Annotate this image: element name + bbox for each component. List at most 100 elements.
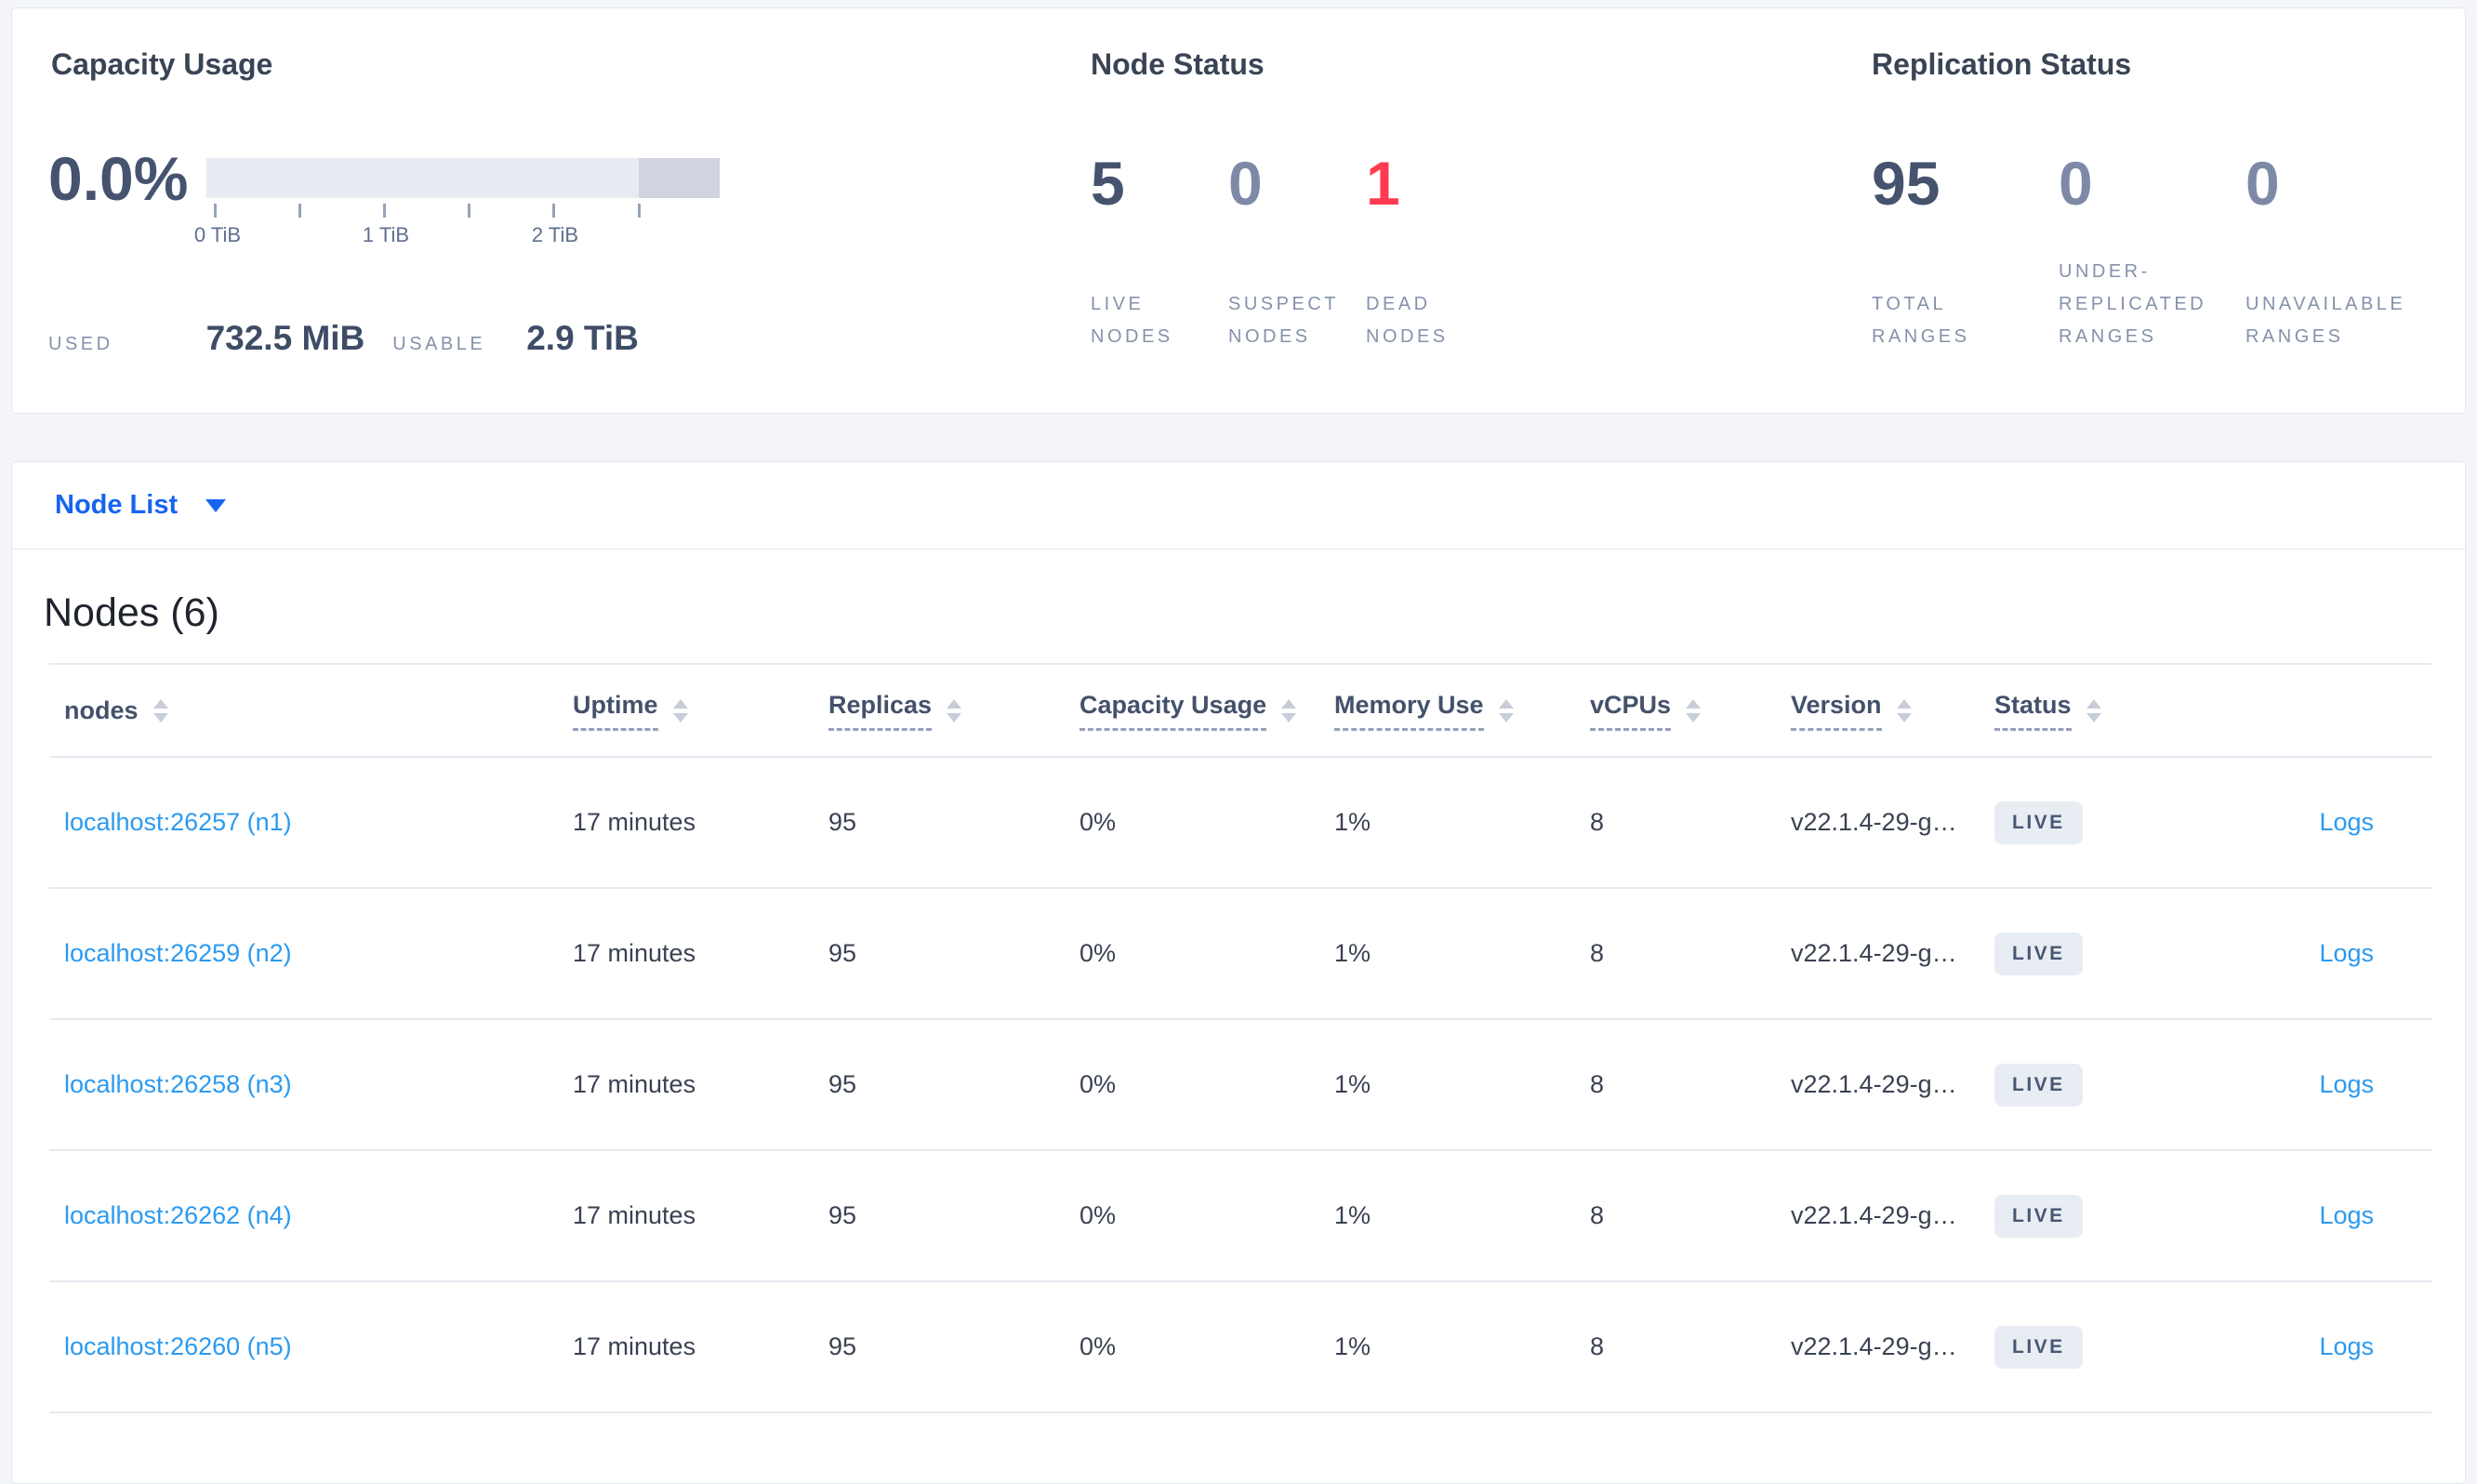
dead-nodes-label: DEAD NODES <box>1366 294 1449 347</box>
under-replicated-ranges-value: 0 <box>2059 149 2093 218</box>
suspect-nodes-stat: 0 SUSPECT NODES <box>1228 149 1366 353</box>
axis-tick <box>383 204 386 218</box>
table-header-row: nodes Uptime Replicas Capacity Usage Mem… <box>49 663 2431 758</box>
version-cell: v22.1.4-29-g… <box>1791 1281 1994 1413</box>
memory-use-cell: 1% <box>1334 757 1590 889</box>
sort-icon <box>1686 698 1702 722</box>
capacity-usage-bar: 0 TiB 1 TiB 2 TiB <box>194 158 720 260</box>
usable-label: USABLE <box>392 334 486 354</box>
memory-use-cell: 1% <box>1334 888 1590 1020</box>
live-nodes-label: LIVE NODES <box>1091 294 1173 347</box>
capacity-usage-cell: 0% <box>1080 757 1334 889</box>
capacity-usage-cell: 0% <box>1080 888 1334 1020</box>
column-header-nodes[interactable]: nodes <box>49 663 573 758</box>
replication-stats: 95 TOTAL RANGES 0 UNDER-REPLICATED RANGE… <box>1872 149 2432 353</box>
table-row: localhost:26258 (n3) 17 minutes 95 0% 1%… <box>49 1019 2431 1151</box>
version-cell: v22.1.4-29-g… <box>1791 757 1994 889</box>
status-badge: LIVE <box>1994 932 2083 975</box>
node-link[interactable]: localhost:26260 (n5) <box>64 1332 292 1360</box>
capacity-percent-value: 0.0% <box>48 144 189 213</box>
table-row: localhost:26262 (n4) 17 minutes 95 0% 1%… <box>49 1150 2431 1282</box>
column-header-status[interactable]: Status <box>1994 663 2236 758</box>
sort-icon <box>1498 698 1514 722</box>
column-header-uptime[interactable]: Uptime <box>573 663 828 758</box>
node-list-bar: Node List <box>12 462 2465 550</box>
vcpus-cell: 8 <box>1590 888 1791 1020</box>
node-link[interactable]: localhost:26258 (n3) <box>64 1070 292 1098</box>
capacity-stats-row: USED 732.5 MiB USABLE 2.9 TiB <box>48 319 639 358</box>
version-cell: v22.1.4-29-g… <box>1791 1150 1994 1282</box>
capacity-usage-section: Capacity Usage 0.0% 0 TiB 1 TiB 2 TiB US… <box>12 8 1072 413</box>
node-list-card: Node List Nodes (6) nodes Uptime Repli <box>11 461 2466 1484</box>
replicas-cell: 95 <box>828 1150 1080 1282</box>
live-nodes-value: 5 <box>1091 149 1125 218</box>
sort-icon <box>672 698 688 722</box>
total-ranges-label: TOTAL RANGES <box>1872 294 1970 347</box>
replicas-cell: 95 <box>828 888 1080 1020</box>
capacity-usage-title: Capacity Usage <box>51 47 273 81</box>
memory-use-cell: 1% <box>1334 1019 1590 1151</box>
under-replicated-ranges-stat: 0 UNDER-REPLICATED RANGES <box>2059 149 2245 353</box>
table-row: localhost:26257 (n1) 17 minutes 95 0% 1%… <box>49 757 2431 889</box>
node-link[interactable]: localhost:26262 (n4) <box>64 1201 292 1229</box>
axis-tick <box>638 204 641 218</box>
node-list-dropdown-label: Node List <box>55 490 179 520</box>
cluster-summary-card: Capacity Usage 0.0% 0 TiB 1 TiB 2 TiB US… <box>11 7 2466 414</box>
table-row: localhost:26259 (n2) 17 minutes 95 0% 1%… <box>49 888 2431 1020</box>
node-link[interactable]: localhost:26259 (n2) <box>64 939 292 967</box>
column-header-replicas[interactable]: Replicas <box>828 663 1080 758</box>
uptime-cell: 17 minutes <box>573 757 828 889</box>
sort-icon <box>1896 698 1912 722</box>
logs-link[interactable]: Logs <box>2319 1201 2374 1229</box>
used-label: USED <box>48 334 113 354</box>
unavailable-ranges-value: 0 <box>2245 149 2280 218</box>
node-status-section: Node Status 5 LIVE NODES 0 SUSPECT NODES… <box>1091 8 1853 413</box>
total-ranges-stat: 95 TOTAL RANGES <box>1872 152 2059 353</box>
node-status-stats: 5 LIVE NODES 0 SUSPECT NODES 1 DEAD NODE… <box>1091 149 1503 353</box>
axis-tick <box>552 204 555 218</box>
logs-link[interactable]: Logs <box>2319 808 2374 836</box>
status-badge: LIVE <box>1994 1194 2083 1238</box>
sort-icon <box>152 698 168 722</box>
capacity-bar-track <box>206 158 720 198</box>
status-badge: LIVE <box>1994 1063 2083 1106</box>
version-cell: v22.1.4-29-g… <box>1791 888 1994 1020</box>
unavailable-ranges-label: UNAVAILABLE RANGES <box>2245 294 2406 347</box>
column-header-capacity-usage[interactable]: Capacity Usage <box>1080 663 1334 758</box>
axis-tick-label: 1 TiB <box>362 223 410 246</box>
uptime-cell: 17 minutes <box>573 888 828 1020</box>
replicas-cell: 95 <box>828 1281 1080 1413</box>
memory-use-cell: 1% <box>1334 1150 1590 1282</box>
uptime-cell: 17 minutes <box>573 1019 828 1151</box>
chevron-down-icon <box>205 498 227 512</box>
status-badge: LIVE <box>1994 801 2083 844</box>
live-nodes-stat: 5 LIVE NODES <box>1091 149 1228 353</box>
suspect-nodes-value: 0 <box>1228 149 1263 218</box>
replicas-cell: 95 <box>828 1019 1080 1151</box>
node-list-dropdown[interactable]: Node List <box>55 490 227 521</box>
vcpus-cell: 8 <box>1590 1281 1791 1413</box>
dead-nodes-stat: 1 DEAD NODES <box>1366 152 1503 353</box>
nodes-table: nodes Uptime Replicas Capacity Usage Mem… <box>49 663 2431 1413</box>
column-header-version[interactable]: Version <box>1791 663 1994 758</box>
capacity-usage-cell: 0% <box>1080 1019 1334 1151</box>
logs-link[interactable]: Logs <box>2319 1070 2374 1098</box>
logs-link[interactable]: Logs <box>2319 939 2374 967</box>
status-badge: LIVE <box>1994 1325 2083 1369</box>
capacity-usage-cell: 0% <box>1080 1281 1334 1413</box>
memory-use-cell: 1% <box>1334 1281 1590 1413</box>
vcpus-cell: 8 <box>1590 1019 1791 1151</box>
axis-tick-label: 2 TiB <box>531 223 579 246</box>
column-header-vcpus[interactable]: vCPUs <box>1590 663 1791 758</box>
uptime-cell: 17 minutes <box>573 1150 828 1282</box>
sort-icon <box>2086 698 2101 722</box>
vcpus-cell: 8 <box>1590 757 1791 889</box>
node-link[interactable]: localhost:26257 (n1) <box>64 808 292 836</box>
used-value: 732.5 MiB <box>205 319 365 357</box>
logs-link[interactable]: Logs <box>2319 1332 2374 1360</box>
column-header-memory-use[interactable]: Memory Use <box>1334 663 1590 758</box>
nodes-table-body: localhost:26257 (n1) 17 minutes 95 0% 1%… <box>49 757 2431 1413</box>
unavailable-ranges-stat: 0 UNAVAILABLE RANGES <box>2245 149 2432 353</box>
vcpus-cell: 8 <box>1590 1150 1791 1282</box>
nodes-heading: Nodes (6) <box>44 590 219 635</box>
